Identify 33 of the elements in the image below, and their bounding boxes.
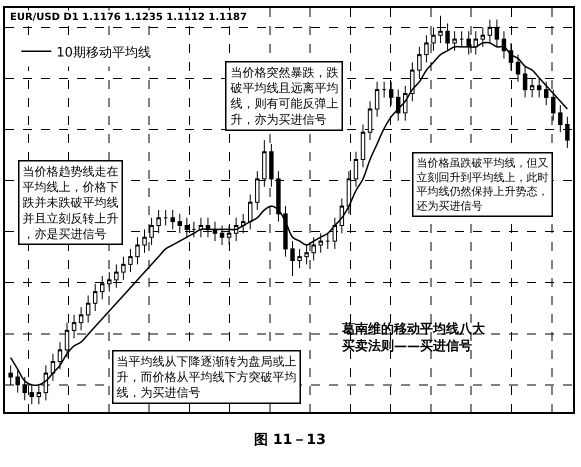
candlestick [544,81,548,106]
candlestick [297,248,302,269]
candlestick [536,77,542,98]
candlestick [403,85,408,122]
candlestick [163,210,168,226]
candlestick [248,194,252,230]
annotation: 当价格突然暴跌，跌破平均线且远离平均线，则有可能反弹上升，亦为买进信号 [230,66,338,126]
candlestick [340,198,344,234]
candlestick [50,353,56,382]
legend-label: 10期移动平均线 [56,45,151,60]
candlestick [304,244,309,265]
annotation: 当价格虽跌破平均线，但又立刻回升到平均线上，此时平均线仍然保持上升势态，还为买进信号 [416,156,548,212]
candlestick [121,256,126,280]
candlestick [396,89,400,122]
candlestick [72,314,76,339]
candlestick [382,81,386,98]
chart-title: EUR/USD D1 1.1176 1.1235 1.1112 1.1187 [10,12,247,23]
candlestick [326,232,330,250]
candlestick [86,294,90,324]
candlestick [318,232,323,254]
annotation: 当价格趋势线走在平均线上，价格下跌并未跌破平均线并且立刻反转上升，亦是买进信号 [22,164,118,241]
candlestick [424,34,429,63]
candlestick [374,81,380,118]
annotation: 当平均线从下降逐渐转为盘局或上升，而价格从平均线下方突破平均线，为买进信号 [116,354,296,400]
candlestick [178,213,182,234]
candlestick [128,248,133,273]
candlestick [58,342,62,370]
candlestick [78,306,84,331]
candlestick [290,240,295,277]
candlestick [135,236,140,265]
caption: 图 11－13 [254,432,326,448]
candlestick [269,143,274,188]
candlestick [558,104,563,133]
